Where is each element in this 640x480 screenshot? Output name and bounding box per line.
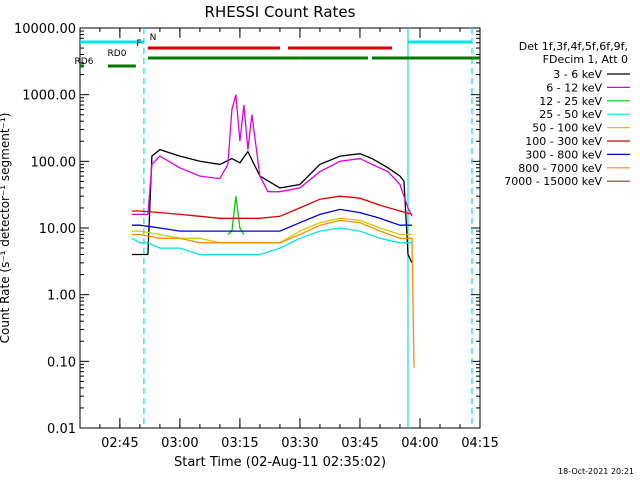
y-tick-label: 0.10 (47, 355, 76, 370)
legend-label-3: 25 - 50 keV (539, 108, 602, 121)
flag-label-f: F (136, 39, 141, 49)
x-tick-label: 03:45 (341, 436, 378, 451)
flag-label-rd6: RD6 (75, 57, 94, 67)
legend-label-5: 100 - 300 keV (525, 135, 602, 148)
y-tick-label: 1.00 (47, 289, 76, 304)
plot-area: 0.01 0.10 1.00 10.00 100.00 1000.00 10000.00 02… (14, 22, 630, 451)
legend-header-2: FDecim 1, Att 0 (543, 53, 628, 66)
legend-label-8: 7000 - 15000 keV (504, 175, 602, 188)
chart-title: RHESSI Count Rates (205, 3, 356, 21)
series-line-3 (131, 227, 412, 256)
legend-label-2: 12 - 25 keV (539, 95, 602, 108)
legend-header-1: Det 1f,3f,4f,5f,6f,9f, (519, 40, 628, 53)
x-axis-label: Start Time (02-Aug-11 02:35:02) (174, 455, 386, 470)
x-tick-label: 02:45 (101, 436, 138, 451)
series-line-6 (131, 208, 412, 232)
legend-label-1: 6 - 12 keV (546, 81, 602, 94)
series-line-2 (227, 196, 245, 235)
series-line-0 (131, 148, 413, 264)
y-tick-label: 10.00 (39, 222, 76, 237)
legend-label-4: 50 - 100 keV (532, 122, 602, 135)
x-tick-label: 04:15 (461, 436, 498, 451)
legend-label-0: 3 - 6 keV (553, 68, 602, 81)
flag-label-rd0: RD0 (108, 49, 127, 59)
y-tick-label: 100.00 (31, 155, 77, 170)
y-tick-label: 1000.00 (22, 89, 76, 104)
legend-label-7: 800 - 7000 keV (518, 162, 602, 175)
x-tick-label: 03:30 (281, 436, 318, 451)
x-tick-label: 03:15 (221, 436, 258, 451)
y-tick-label: 0.01 (47, 422, 76, 437)
flag-label-n: N (150, 33, 157, 43)
y-axis-label: Count Rate (s⁻¹ detector⁻¹ segment⁻¹) (0, 113, 12, 344)
series-line-1 (131, 94, 413, 217)
x-tick-label: 04:00 (401, 436, 438, 451)
legend-label-6: 300 - 800 keV (525, 148, 602, 161)
series-line-5 (131, 195, 413, 219)
timestamp: 18-Oct-2021 20:21 (558, 467, 634, 476)
y-tick-label: 10000.00 (14, 22, 76, 37)
plot-frame (79, 27, 481, 429)
x-tick-label: 03:00 (161, 436, 198, 451)
series-line-7 (131, 219, 415, 368)
